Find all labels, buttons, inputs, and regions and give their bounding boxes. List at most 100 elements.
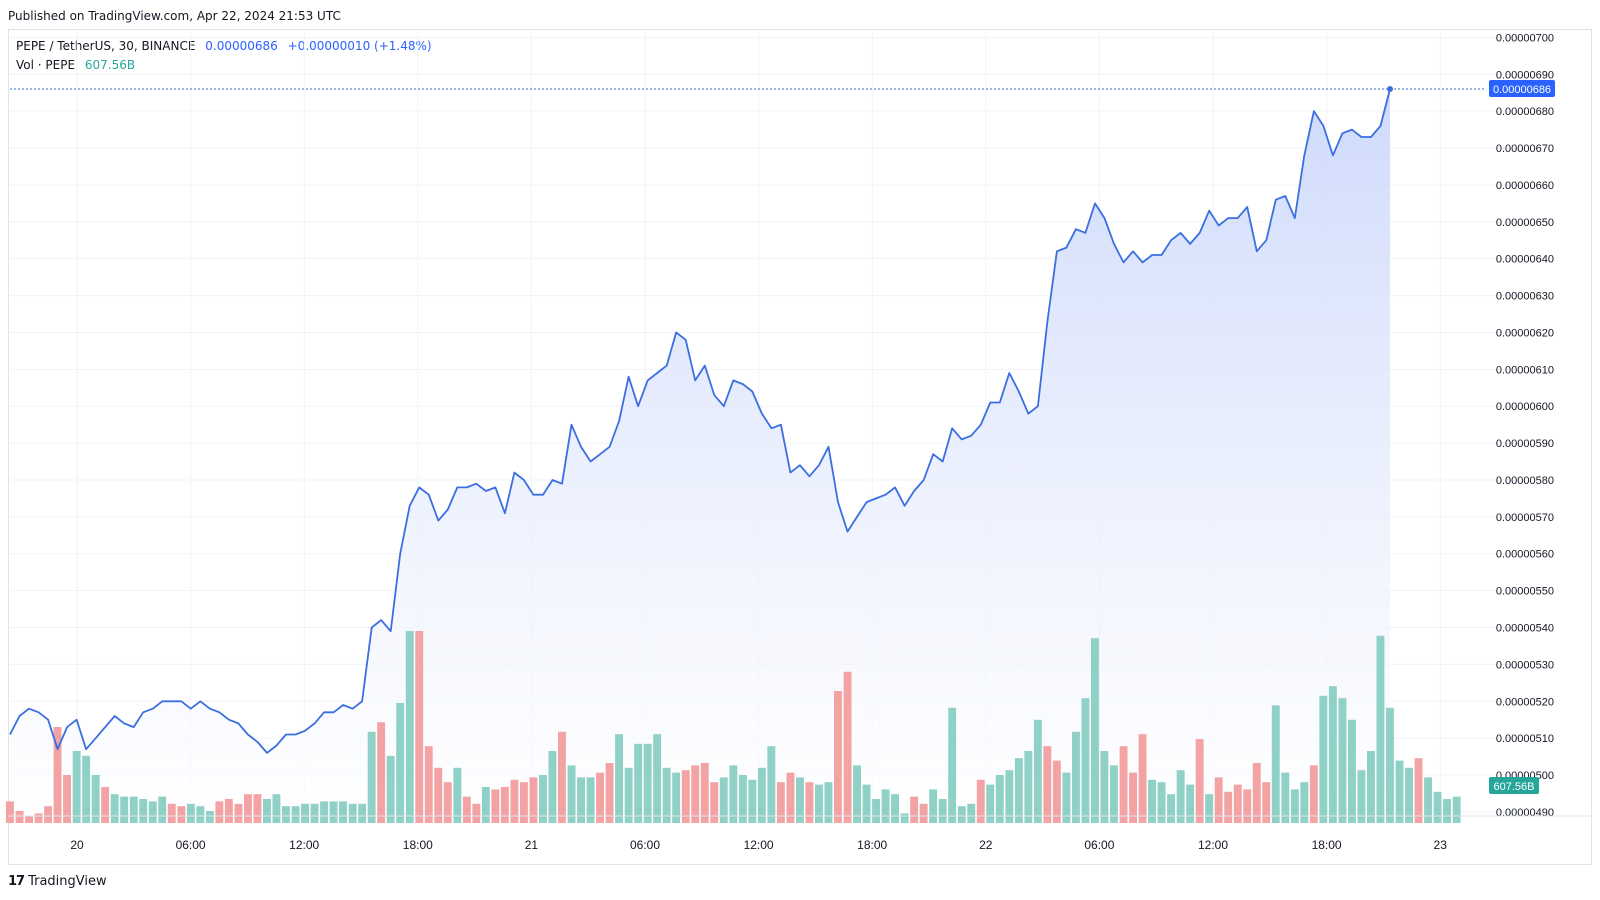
volume-bar	[1395, 760, 1404, 823]
volume-bar	[1376, 635, 1385, 823]
last-volume-label: 607.56B	[1494, 781, 1535, 793]
legend-symbol[interactable]: PEPE / TetherUS, 30, BINANCE	[16, 39, 196, 53]
volume-bar	[1233, 784, 1242, 823]
volume-bar	[1062, 772, 1071, 823]
last-price-badge	[1489, 80, 1555, 98]
volume-bar	[796, 777, 804, 823]
volume-bar	[729, 765, 738, 823]
chart-frame	[8, 29, 1592, 865]
time-tick-label: 06:00	[176, 838, 206, 852]
last-price-label: 0.00000686	[1493, 84, 1551, 96]
volume-bar	[205, 811, 214, 823]
volume-bar	[25, 815, 33, 823]
volume-bar	[1414, 758, 1423, 823]
volume-bar	[339, 801, 347, 823]
volume-bar	[719, 777, 728, 823]
volume-bar	[577, 777, 585, 823]
price-tick-label: 0.00000600	[1496, 401, 1554, 413]
tradingview-footer[interactable]: 17 TradingView	[8, 874, 107, 889]
volume-bar	[776, 782, 785, 823]
volume-bar	[63, 775, 71, 823]
volume-bar	[253, 794, 262, 823]
volume-bar	[1072, 731, 1080, 823]
volume-bar	[1224, 791, 1233, 823]
volume-bar	[177, 806, 186, 823]
volume-bar	[691, 765, 700, 823]
volume-bar	[1052, 760, 1061, 823]
volume-bar	[1433, 791, 1442, 823]
volume-bar	[215, 801, 224, 823]
volume-bar	[605, 763, 614, 823]
volume-bar	[367, 731, 376, 823]
volume-bar	[44, 806, 52, 823]
volume-bar	[282, 806, 290, 823]
volume-bar	[481, 787, 490, 823]
volume-bar	[1119, 746, 1128, 823]
volume-bar	[615, 734, 623, 823]
legend-vol-value: 607.56B	[84, 58, 136, 72]
volume-bar	[748, 779, 757, 823]
time-tick-label: 20	[70, 838, 84, 852]
volume-bar	[15, 811, 24, 823]
volume-bar	[1328, 686, 1337, 823]
last-volume-badge	[1489, 777, 1539, 794]
volume-bar	[139, 799, 148, 823]
volume-bar	[91, 775, 100, 823]
volume-bar	[1424, 777, 1432, 823]
time-tick-label: 12:00	[744, 838, 774, 852]
volume-bar	[500, 787, 509, 823]
volume-bar	[6, 801, 14, 823]
volume-bar	[1138, 734, 1147, 823]
volume-bar	[967, 803, 976, 823]
volume-bar	[995, 775, 1004, 823]
time-tick-label: 06:00	[630, 838, 660, 852]
volume-bar	[1290, 789, 1299, 823]
volume-bar	[1271, 705, 1280, 823]
time-tick-label: 18:00	[403, 838, 433, 852]
price-tick-label: 0.00000570	[1496, 512, 1554, 524]
volume-bar	[301, 803, 309, 823]
volume-bar	[129, 796, 138, 823]
volume-bar	[1319, 695, 1328, 823]
volume-bar	[681, 770, 690, 823]
volume-bar	[834, 691, 842, 823]
volume-bar	[1033, 719, 1042, 823]
volume-bar	[862, 784, 871, 823]
volume-bar	[462, 796, 471, 823]
volume-bar	[1252, 763, 1261, 823]
volume-bar	[1005, 770, 1014, 823]
volume-bar	[1386, 707, 1394, 823]
price-tick-label: 0.00000610	[1496, 364, 1554, 376]
volume-bar	[548, 751, 557, 823]
volume-bar	[567, 765, 576, 823]
volume-bar	[158, 796, 167, 823]
volume-bar	[586, 777, 595, 823]
legend-vol-label[interactable]: Vol · PEPE	[16, 58, 76, 72]
volume-bar	[881, 789, 890, 823]
volume-bar	[196, 806, 205, 823]
volume-bar	[805, 782, 814, 823]
volume-bar	[1367, 751, 1375, 823]
volume-bar	[1281, 772, 1290, 823]
volume-bar	[1309, 765, 1318, 823]
volume-bar	[900, 813, 909, 823]
volume-bar	[310, 803, 319, 823]
volume-bar	[1100, 751, 1109, 823]
volume-bar	[529, 777, 538, 823]
volume-bar	[72, 751, 81, 823]
volume-bar	[1157, 782, 1166, 823]
volume-bar	[358, 803, 367, 823]
time-tick-label: 22	[979, 838, 993, 852]
volume-bar	[224, 799, 233, 823]
volume-bar	[634, 743, 643, 823]
volume-bar	[120, 796, 129, 823]
volume-bar	[1014, 758, 1023, 823]
volume-bar	[272, 794, 281, 823]
price-tick-label: 0.00000590	[1496, 438, 1554, 450]
price-tick-label: 0.00000560	[1496, 549, 1554, 561]
volume-bar	[1300, 782, 1309, 823]
legend-price: 0.00000686	[205, 39, 278, 53]
volume-bar	[263, 799, 271, 823]
volume-bar	[1110, 765, 1118, 823]
